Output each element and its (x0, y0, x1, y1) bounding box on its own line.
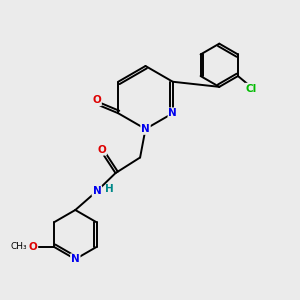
Text: N: N (92, 186, 101, 196)
Text: N: N (168, 108, 177, 118)
Text: N: N (71, 254, 80, 264)
Text: O: O (92, 95, 101, 105)
Text: N: N (141, 124, 150, 134)
Text: CH₃: CH₃ (11, 242, 27, 251)
Text: O: O (28, 242, 38, 252)
Text: H: H (105, 184, 114, 194)
Text: Cl: Cl (245, 84, 256, 94)
Text: O: O (97, 145, 106, 155)
